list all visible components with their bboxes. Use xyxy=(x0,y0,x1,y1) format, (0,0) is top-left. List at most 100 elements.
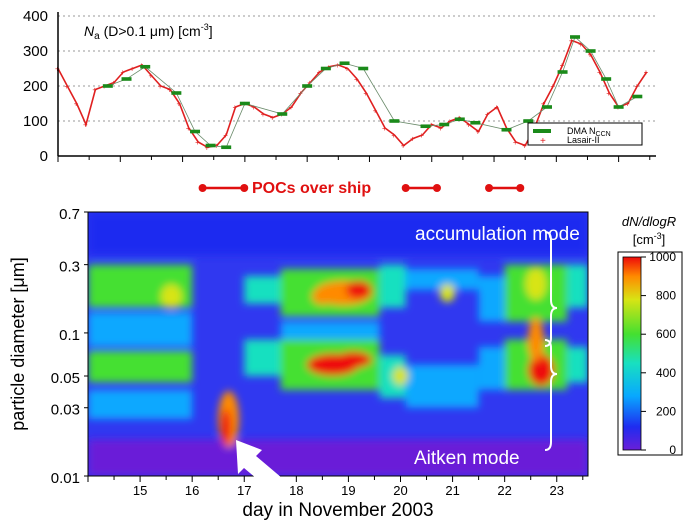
top-y-tick-label: 100 xyxy=(23,113,48,130)
heatmap-band xyxy=(88,439,588,476)
lasair-point: + xyxy=(176,100,181,109)
lasair-point: + xyxy=(354,75,359,84)
aitken-mode-label: Aitken mode xyxy=(414,448,520,469)
lasair-point: + xyxy=(363,89,368,98)
heatmap-cell xyxy=(525,267,547,300)
dma-point xyxy=(389,119,400,123)
lasair-point: + xyxy=(410,135,415,144)
colorbar-gradient xyxy=(622,256,642,451)
lasair-point: + xyxy=(550,82,555,91)
poc-period-start xyxy=(485,184,494,192)
lasair-point: + xyxy=(261,110,266,119)
heatmap-x-tick-label: 17 xyxy=(237,483,251,498)
heatmap-cell xyxy=(311,288,333,305)
accumulation-brace xyxy=(544,231,558,347)
dma-point xyxy=(320,66,331,71)
heatmap-band xyxy=(88,389,193,420)
dma-point xyxy=(277,112,288,116)
dma-point xyxy=(420,124,431,129)
dma-point xyxy=(302,84,313,88)
lasair-point: + xyxy=(485,110,490,119)
colorbar: dN/dlogR [cm-3] 0 200 400 600 800 1000 xyxy=(617,214,683,457)
lasair-point: + xyxy=(382,124,387,133)
dma-point xyxy=(205,143,216,148)
heatmap-band xyxy=(280,321,380,340)
lasair-point: + xyxy=(148,72,153,81)
dma-point xyxy=(239,101,250,106)
heatmap-y-tick-label: 0.1 xyxy=(59,327,80,344)
dma-point xyxy=(557,70,568,74)
heatmap-y-tick-label: 0.05 xyxy=(51,370,80,387)
legend-box xyxy=(527,122,643,146)
lasair-point: + xyxy=(588,51,593,60)
dma-point xyxy=(632,94,643,99)
lasair-point: + xyxy=(270,114,275,123)
lasair-point: + xyxy=(560,61,565,70)
dma-point xyxy=(339,61,350,66)
heatmap-band xyxy=(379,264,406,308)
lasair-point: + xyxy=(522,142,527,151)
dma-point xyxy=(523,119,534,123)
heatmap-band xyxy=(567,264,588,308)
heatmap-band xyxy=(244,275,286,304)
lasair-point: + xyxy=(233,103,238,112)
lasair-point: + xyxy=(120,68,125,77)
aitken-brace xyxy=(544,339,558,451)
colorbar-tick-label: 400 xyxy=(656,366,676,380)
dma-point xyxy=(585,49,596,53)
lasair-point: + xyxy=(466,121,471,130)
heatmap-frame xyxy=(87,211,589,477)
heatmap-cell xyxy=(528,317,544,362)
lasair-point: + xyxy=(597,68,602,77)
lasair-point: + xyxy=(186,124,191,133)
colorbar-tick-label: 600 xyxy=(656,327,676,341)
heatmap-cell xyxy=(528,354,555,387)
dma-point xyxy=(140,64,151,69)
lasair-point: + xyxy=(401,142,406,151)
poc-period-end xyxy=(516,184,525,192)
top-series-group: + + + + + + + + + + + + + + + + + + + + + + + + + + + + + + + + + + + + + + + +… xyxy=(55,35,649,152)
lasair-point: + xyxy=(578,40,583,49)
lasair-point: + xyxy=(429,121,434,130)
lasair-point: + xyxy=(494,103,499,112)
heatmap-cell xyxy=(129,356,172,373)
heatmap-band xyxy=(478,346,505,390)
lasair-point: + xyxy=(74,100,79,109)
lasair-point: + xyxy=(251,103,256,112)
lasair-point: + xyxy=(167,86,172,95)
lasair-point: + xyxy=(289,103,294,112)
lasair-point: + xyxy=(625,100,630,109)
colorbar-tick-label: 0 xyxy=(669,443,676,457)
heatmap-band xyxy=(88,212,588,256)
heatmap-x-tick-label: 22 xyxy=(497,483,511,498)
heatmap-x-label: day in November 2003 xyxy=(242,500,433,521)
dma-point xyxy=(190,129,201,134)
heatmap-cell xyxy=(121,275,159,304)
heatmap-x-tick-label: 23 xyxy=(550,483,564,498)
heatmap-cell xyxy=(392,366,409,385)
heatmap-cell xyxy=(439,284,456,303)
nucleation-arrow-icon xyxy=(236,440,282,490)
lasair-point: + xyxy=(373,107,378,116)
top-y-tick-label: 200 xyxy=(23,78,48,95)
lasair-point: + xyxy=(64,82,69,91)
heatmap-x-tick-label: 20 xyxy=(393,483,407,498)
lasair-point: + xyxy=(606,89,611,98)
heatmap-x-tick-label: 18 xyxy=(289,483,303,498)
lasair-point: + xyxy=(205,143,210,152)
poc-period-start xyxy=(198,184,207,192)
colorbar-ticks: 0 200 400 600 800 1000 xyxy=(641,250,676,457)
poc-period-end xyxy=(432,184,441,192)
colorbar-title: dN/dlogR xyxy=(622,214,676,229)
lasair-point: + xyxy=(92,86,97,95)
lasair-point: + xyxy=(158,82,163,91)
dma-point xyxy=(221,145,232,150)
heatmap-x-tick-label: 16 xyxy=(185,483,199,498)
dma-point xyxy=(439,122,450,127)
dma-point xyxy=(121,77,132,81)
dma-point xyxy=(613,105,624,109)
dma-point xyxy=(102,84,113,88)
lasair-point: + xyxy=(644,68,649,77)
lasair-point: + xyxy=(569,37,574,46)
